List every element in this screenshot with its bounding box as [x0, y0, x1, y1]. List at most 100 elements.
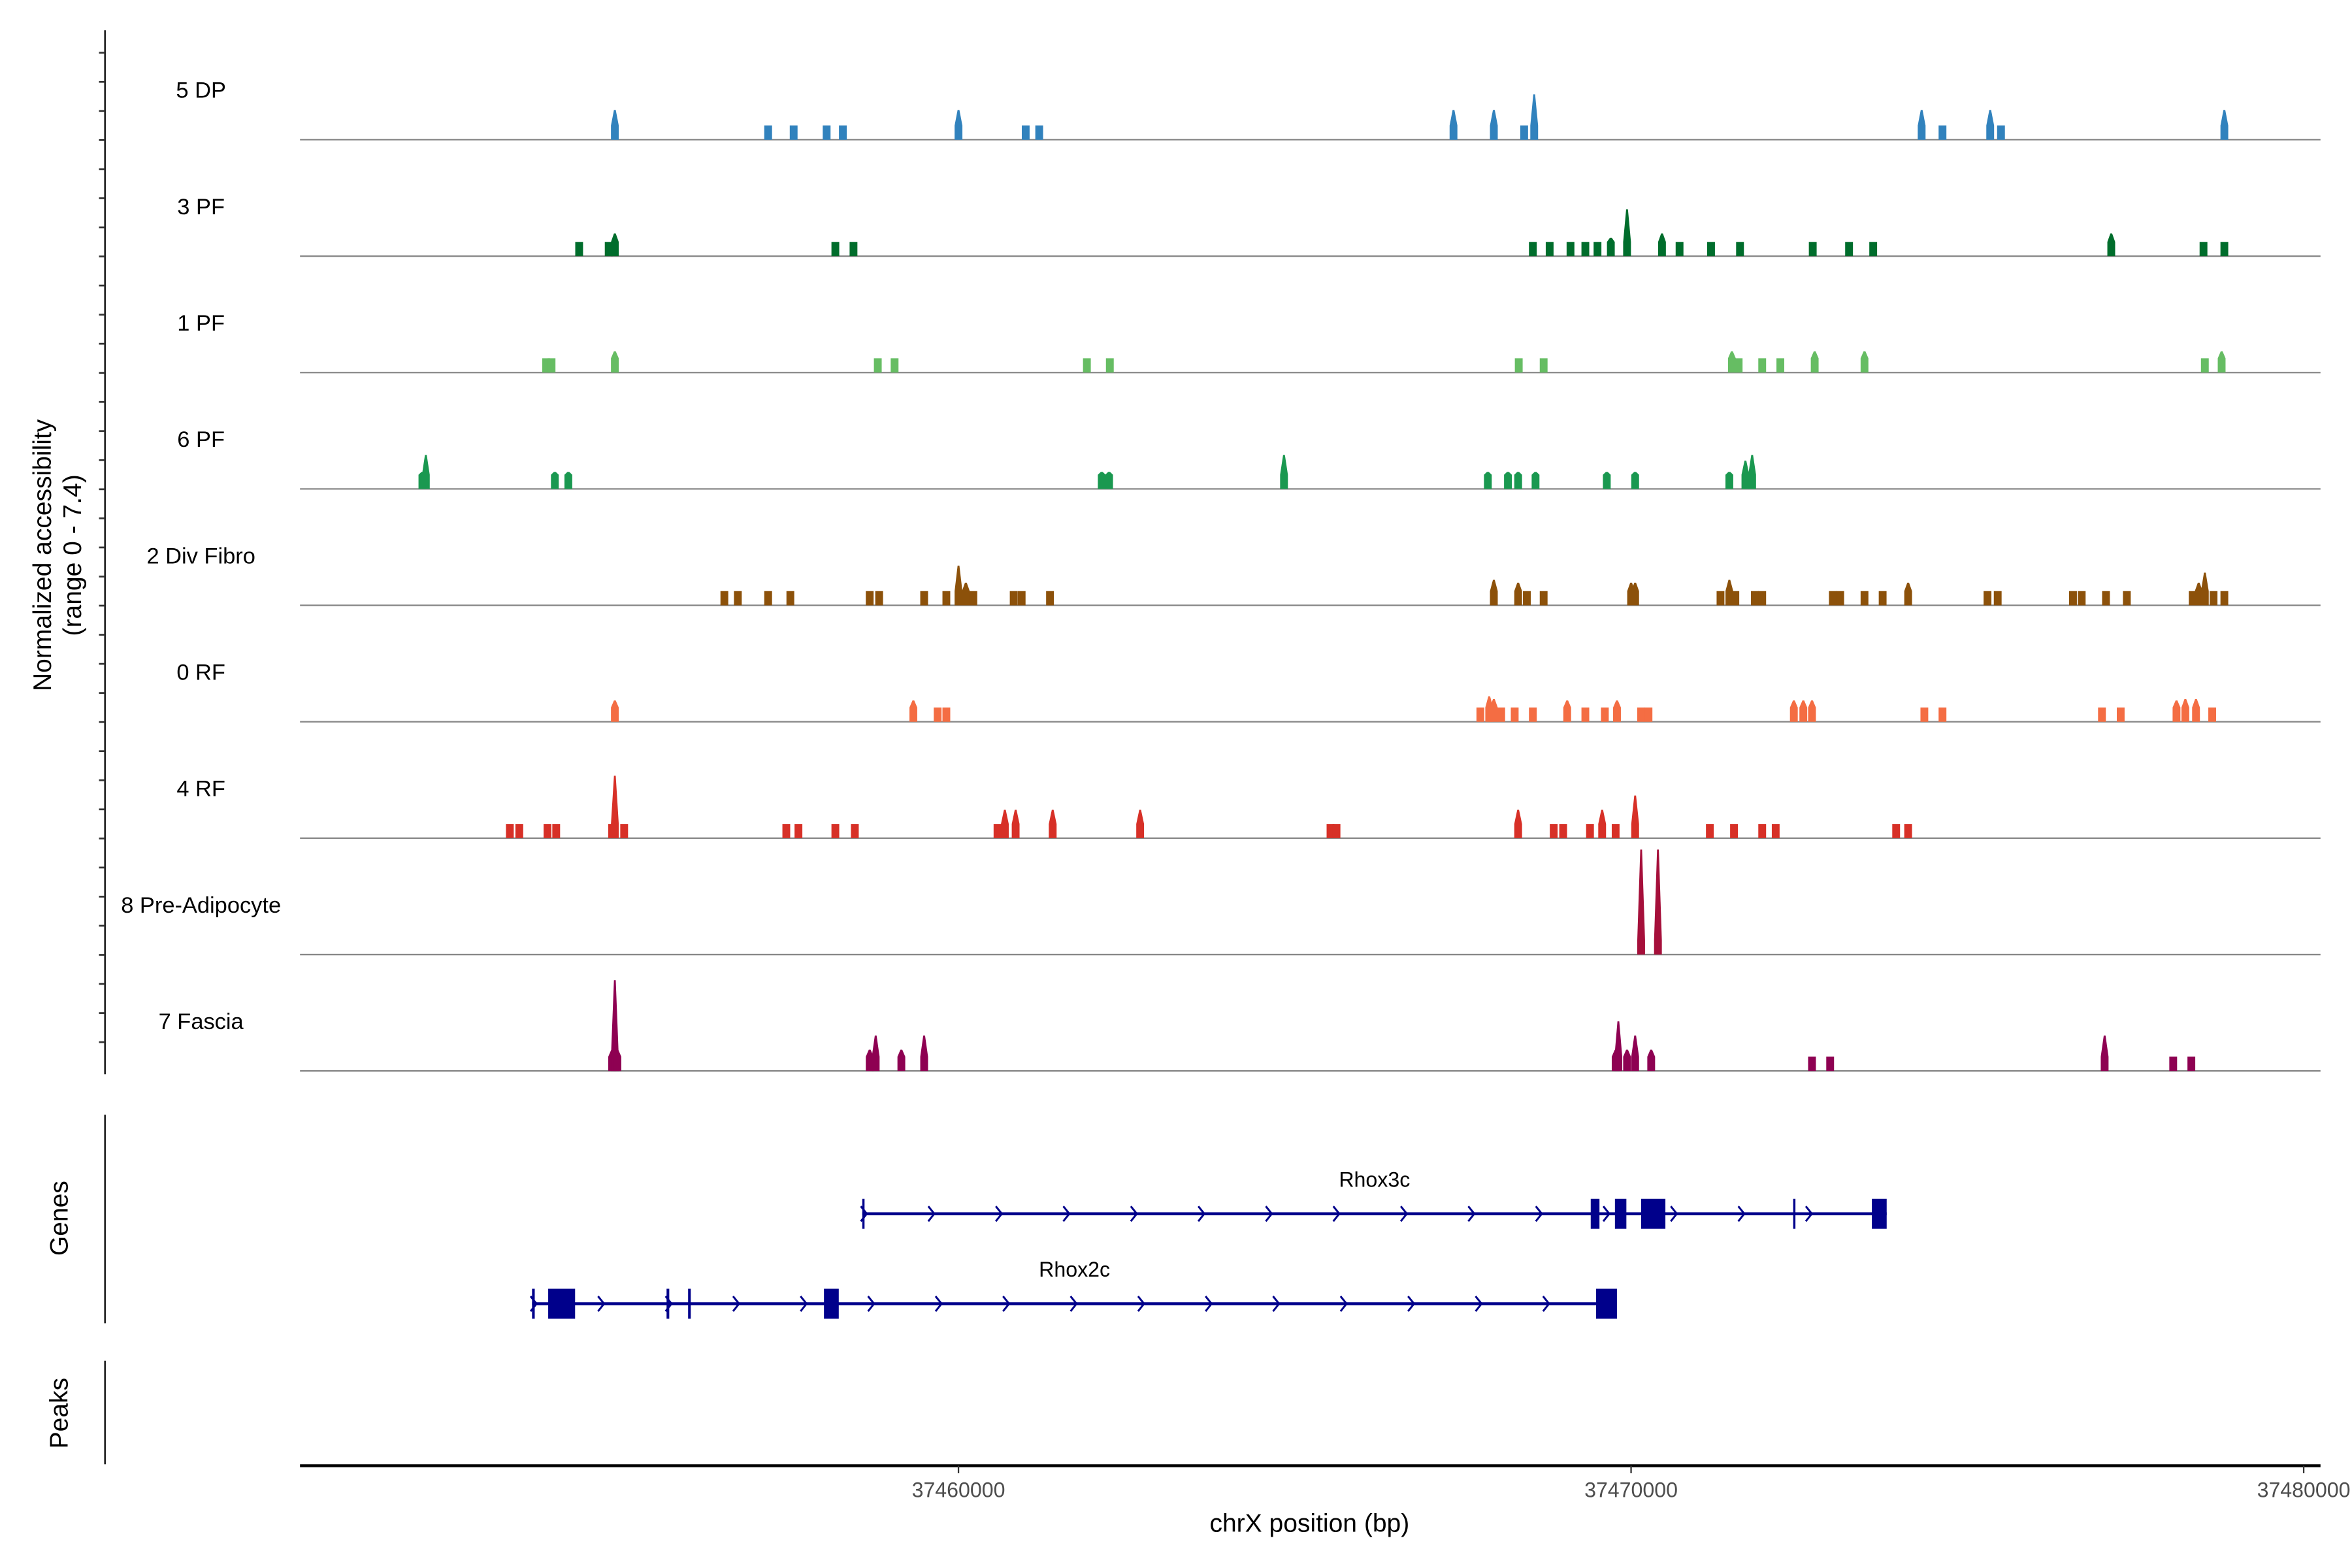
peak-mark	[1623, 1049, 1631, 1071]
peak-mark	[2210, 591, 2218, 606]
peak-mark	[1725, 580, 1733, 606]
peak-mark	[1539, 358, 1548, 373]
track-8-pre-adipocyte: 8 Pre-Adipocyte	[121, 849, 2321, 956]
peak-mark	[1860, 591, 1869, 606]
peak-mark	[613, 1049, 621, 1071]
track-2-div-fibro: 2 Div Fibro	[146, 544, 2321, 606]
peak-mark	[823, 125, 831, 140]
peak-mark	[611, 980, 619, 1071]
peak-mark	[611, 351, 619, 373]
peak-mark	[1771, 824, 1780, 838]
strand-arrow-icon	[1805, 1205, 1814, 1222]
peak-mark	[1984, 591, 1992, 606]
strand-arrow-icon	[1205, 1296, 1213, 1312]
track-label: 2 Div Fibro	[146, 544, 255, 568]
peak-mark	[934, 707, 942, 722]
peak-mark	[1049, 809, 1057, 838]
peak-mark	[1136, 809, 1145, 838]
peak-mark	[611, 700, 619, 722]
peak-mark	[1545, 242, 1554, 257]
strand-arrow-icon	[1737, 1205, 1746, 1222]
exon-mark	[1641, 1198, 1666, 1229]
peak-mark	[1280, 455, 1288, 489]
peak-mark	[1530, 94, 1539, 140]
peak-mark	[1449, 110, 1458, 140]
peak-mark	[1514, 809, 1522, 838]
peak-mark	[1581, 242, 1590, 257]
peak-mark	[547, 358, 556, 373]
peak-mark	[1716, 591, 1725, 606]
peak-mark	[2195, 582, 2203, 606]
strand-arrow-icon	[1002, 1296, 1011, 1312]
peak-mark	[2189, 591, 2197, 606]
peak-mark	[1046, 591, 1054, 606]
track-label: 8 Pre-Adipocyte	[121, 893, 281, 918]
peak-mark	[1598, 809, 1607, 838]
peak-mark	[551, 472, 559, 489]
peak-mark	[897, 1049, 906, 1071]
peak-mark	[1035, 125, 1043, 140]
peak-mark	[1514, 358, 1523, 373]
peak-mark	[1490, 580, 1498, 606]
peak-mark	[611, 110, 619, 140]
genes-track-label: Genes	[45, 1181, 73, 1256]
peak-mark	[1997, 125, 2005, 140]
strand-arrow-icon	[1339, 1296, 1348, 1312]
peak-mark	[1490, 699, 1498, 722]
peak-mark	[1725, 472, 1733, 489]
peak-mark	[955, 565, 963, 606]
peak-mark	[1021, 125, 1030, 140]
peak-mark	[1611, 824, 1620, 838]
peak-mark	[515, 824, 523, 838]
exon-mark	[1793, 1198, 1796, 1229]
peak-mark	[2102, 591, 2110, 606]
track-7-fascia: 7 Fascia	[159, 980, 2321, 1072]
peak-mark	[782, 824, 791, 838]
peak-mark	[1603, 472, 1611, 489]
strand-arrow-icon	[995, 1205, 1004, 1222]
peak-mark	[866, 1049, 874, 1071]
strand-arrow-icon	[1407, 1296, 1416, 1312]
peak-mark	[1892, 824, 1901, 838]
peak-mark	[575, 242, 583, 257]
peak-mark	[1332, 824, 1341, 838]
peak-mark	[1559, 824, 1567, 838]
peak-mark	[1484, 472, 1492, 489]
exon-mark	[548, 1288, 576, 1319]
x-tick-label: 37480000	[2257, 1478, 2351, 1502]
peak-mark	[1751, 591, 1759, 606]
peak-mark	[1836, 591, 1844, 606]
peak-mark	[1637, 707, 1645, 722]
peak-mark	[839, 125, 847, 140]
peak-mark	[2220, 242, 2229, 257]
peak-mark	[1529, 707, 1537, 722]
peak-mark	[1011, 809, 1020, 838]
peak-mark	[962, 582, 970, 606]
peak-mark	[1920, 707, 1929, 722]
peak-mark	[1539, 591, 1548, 606]
strand-arrow-icon	[1670, 1205, 1678, 1222]
peak-mark	[1613, 700, 1621, 722]
peak-mark	[734, 591, 742, 606]
peak-mark	[2200, 358, 2209, 373]
peak-mark	[1504, 472, 1512, 489]
peak-mark	[611, 233, 619, 257]
peak-mark	[1614, 1021, 1623, 1071]
peak-mark	[1631, 795, 1639, 838]
peak-mark	[2107, 233, 2115, 257]
strand-arrow-icon	[1272, 1296, 1281, 1312]
gene-track: Rhox3c Rhox2c	[529, 1168, 1887, 1319]
peak-mark	[1904, 582, 1912, 606]
peak-mark	[1637, 849, 1645, 955]
peak-mark	[2098, 707, 2106, 722]
peak-mark	[506, 824, 514, 838]
exon-mark	[1614, 1198, 1627, 1229]
strand-arrow-icon	[1130, 1205, 1138, 1222]
peak-mark	[1810, 351, 1819, 373]
peak-mark	[1001, 809, 1009, 838]
strand-arrow-icon	[800, 1296, 808, 1312]
peak-mark	[620, 824, 629, 838]
peak-mark	[1735, 358, 1743, 373]
peak-mark	[955, 110, 963, 140]
